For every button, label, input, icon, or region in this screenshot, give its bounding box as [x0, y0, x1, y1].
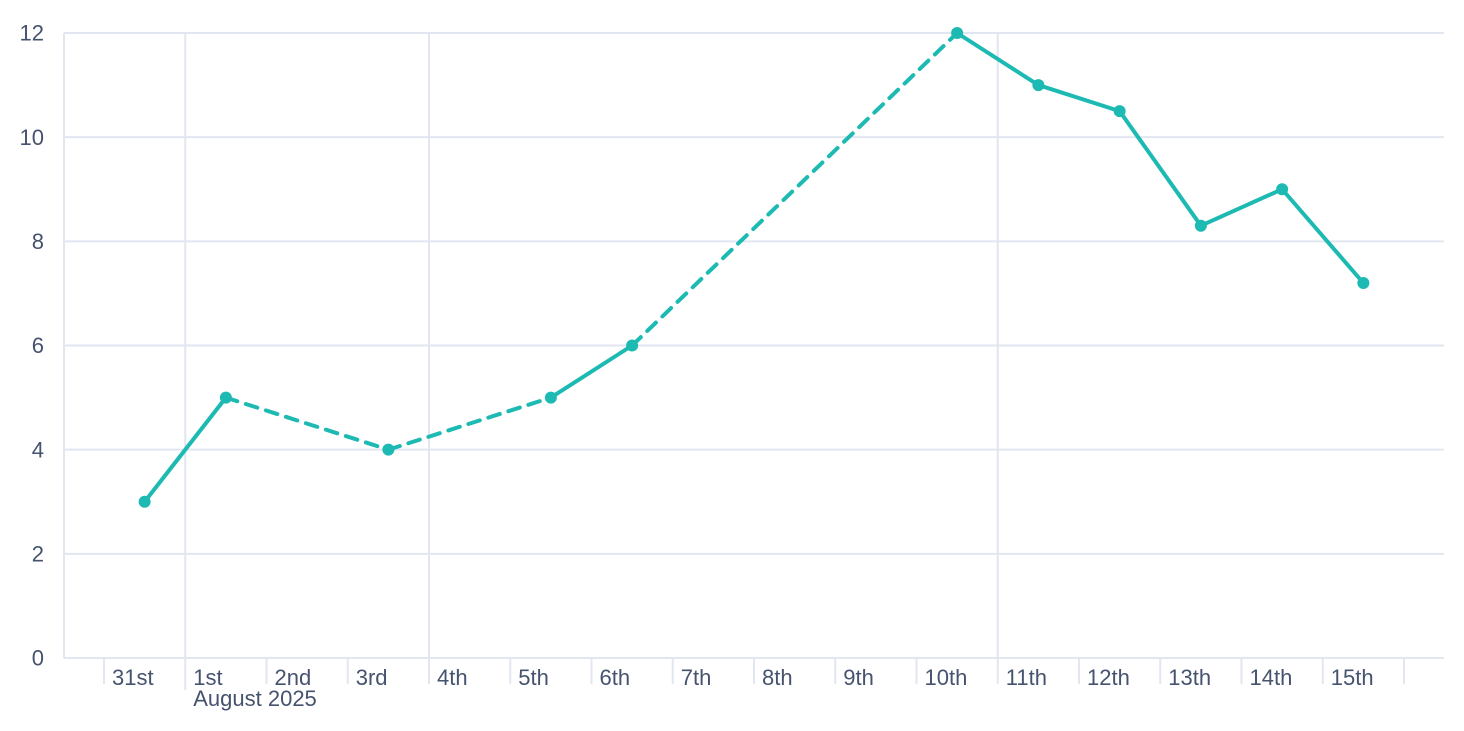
x-tick-label: 11th [1006, 665, 1047, 690]
y-tick-label: 0 [32, 646, 44, 671]
y-tick-label: 12 [20, 21, 44, 46]
line-segment-solid [1036, 83, 1122, 114]
line-segment-dashed [630, 31, 960, 348]
y-tick-label: 2 [32, 542, 44, 567]
data-point[interactable] [544, 391, 557, 404]
x-tick-label: 10th [925, 665, 968, 690]
line-segment-dashed [386, 395, 553, 452]
data-point[interactable] [219, 391, 232, 404]
line-segment-solid [955, 31, 1041, 88]
y-tick-label: 6 [32, 333, 44, 358]
y-tick-label: 8 [32, 229, 44, 254]
y-tick-label: 10 [20, 125, 44, 150]
x-tick-label: 8th [762, 665, 793, 690]
data-point[interactable] [1276, 183, 1289, 196]
line-segment-solid [1280, 187, 1366, 285]
line-segment-solid [1198, 187, 1285, 228]
x-tick-label: 12th [1087, 665, 1130, 690]
x-tick-label: 1st [193, 665, 222, 690]
data-point[interactable] [951, 27, 964, 39]
x-tick-label: 13th [1168, 665, 1211, 690]
x-tick-label: 6th [600, 665, 631, 690]
x-tick-label: 31st [112, 665, 154, 690]
data-point[interactable] [138, 495, 151, 508]
data-point[interactable] [1194, 219, 1207, 232]
x-tick-label: 14th [1250, 665, 1293, 690]
x-tick-label: 3rd [356, 665, 388, 690]
data-point[interactable] [1113, 105, 1126, 118]
x-tick-label: 4th [437, 665, 468, 690]
x-tick-label: 15th [1331, 665, 1374, 690]
line-segment-solid [1117, 109, 1203, 228]
line-segment-solid [548, 343, 635, 400]
x-tick-label: 9th [843, 665, 874, 690]
data-point[interactable] [382, 443, 395, 456]
month-label: August 2025 [193, 686, 317, 711]
data-point[interactable] [1032, 79, 1045, 92]
data-point[interactable] [1357, 277, 1370, 289]
line-segment-solid [142, 395, 228, 504]
x-tick-label: 7th [681, 665, 712, 690]
line-segment-dashed [223, 395, 391, 452]
y-tick-label: 4 [32, 437, 44, 462]
x-tick-label: 5th [518, 665, 549, 690]
x-tick-label: 2nd [275, 665, 312, 690]
data-point[interactable] [626, 339, 639, 352]
